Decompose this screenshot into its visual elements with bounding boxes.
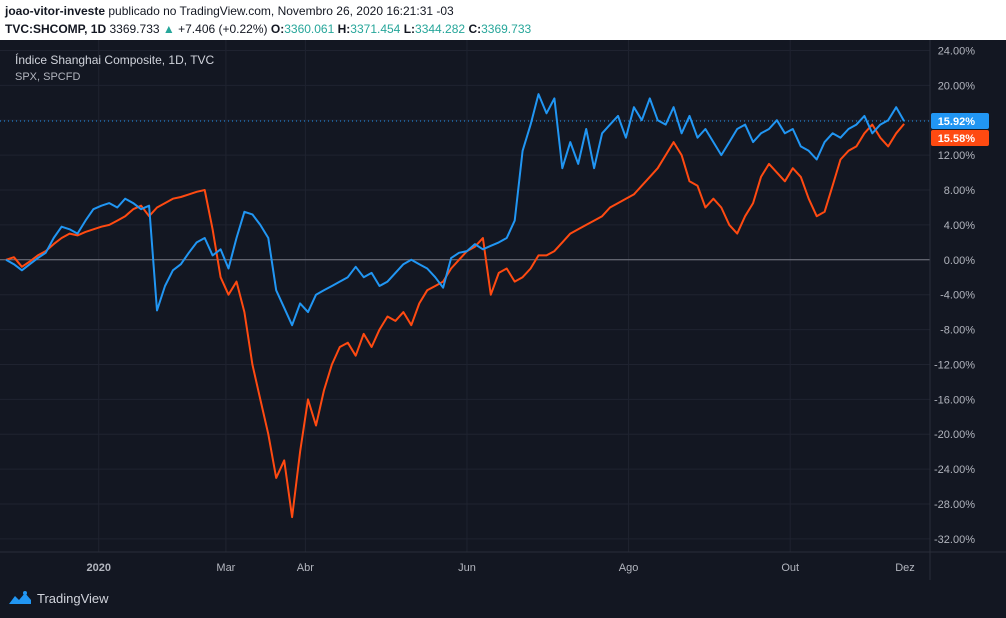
time-tick-label: Mar (216, 562, 235, 574)
time-tick-label: Ago (619, 562, 639, 574)
series-layer (5, 93, 905, 519)
legend-main-symbol[interactable]: Índice Shanghai Composite, 1D, TVC (15, 53, 215, 67)
high-label: H: (337, 22, 351, 36)
last-value-label: 15.92% (938, 116, 976, 128)
tradingview-logo-text: TradingView (37, 590, 109, 606)
high-value: 3371.454 (350, 22, 401, 36)
price-tick-label: -24.00% (934, 464, 975, 476)
chart-svg[interactable]: 24.00%20.00%16.00%12.00%8.00%4.00%0.00%-… (0, 40, 1006, 580)
price-tick-label: -20.00% (934, 429, 975, 441)
tradingview-logo-icon (9, 591, 31, 604)
publish-date: publicado no TradingView.com, Novembro 2… (108, 4, 454, 18)
last-value-label: 15.58% (938, 133, 976, 145)
price-tick-label: 0.00% (944, 255, 975, 267)
open-value: 3360.061 (284, 22, 335, 36)
time-tick-label: Abr (297, 562, 314, 574)
price-tick-label: -4.00% (940, 290, 975, 302)
price-tick-label: -12.00% (934, 359, 975, 371)
open-label: O: (270, 22, 285, 36)
price-tick-label: 24.00% (938, 45, 976, 57)
price-tick-label: -16.00% (934, 394, 975, 406)
time-tick-label: Dez (895, 562, 915, 574)
last-value-badge: 15.58% (931, 129, 989, 146)
footer: TradingView (0, 580, 1006, 618)
close-value: 3369.733 (481, 22, 532, 36)
chart-area[interactable]: 24.00%20.00%16.00%12.00%8.00%4.00%0.00%-… (0, 40, 1006, 580)
price-tick-label: 20.00% (938, 80, 976, 92)
tradingview-logo[interactable]: TradingView (8, 590, 109, 606)
chart-legend: Índice Shanghai Composite, 1D, TVC SPX, … (15, 53, 215, 83)
close-label: C: (468, 22, 482, 36)
author-name[interactable]: joao-vitor-investe (5, 4, 106, 18)
price-tick-label: 8.00% (944, 185, 975, 197)
symbol-name: TVC:SHCOMP, 1D (5, 22, 107, 36)
last-value-badge-bg (931, 129, 989, 146)
low-label: L: (403, 22, 416, 36)
symbol-change: +7.406 (+0.22%) (178, 22, 268, 36)
price-tick-label: 4.00% (944, 220, 975, 232)
publish-header: joao-vitor-investe publicado no TradingV… (0, 0, 1006, 40)
last-value-badge: 15.92% (931, 112, 989, 129)
last-value-badges: 15.92% 15.58% (931, 112, 989, 146)
price-tick-label: -8.00% (940, 325, 975, 337)
series-line (5, 123, 905, 519)
symbol-info: TVC:SHCOMP, 1D 3369.733 ▲ +7.406 (+0.22%… (5, 22, 531, 36)
time-tick-label: Jun (458, 562, 476, 574)
time-axis[interactable]: 2020 Mar Abr Jun Ago Out Dez (86, 562, 914, 574)
price-tick-label: -32.00% (934, 534, 975, 546)
price-tick-label: 12.00% (938, 150, 976, 162)
price-tick-label: -28.00% (934, 499, 975, 511)
grid-lines (0, 40, 930, 552)
time-tick-label: Out (781, 562, 799, 574)
low-value: 3344.282 (415, 22, 466, 36)
symbol-price: 3369.733 (109, 22, 160, 36)
last-value-badge-bg (931, 112, 989, 129)
legend-compare-symbol[interactable]: SPX, SPCFD (15, 71, 81, 83)
time-tick-label: 2020 (86, 562, 110, 574)
publish-info: joao-vitor-investe publicado no TradingV… (5, 4, 454, 18)
up-arrow-icon: ▲ (162, 22, 175, 36)
series-line (5, 93, 905, 327)
